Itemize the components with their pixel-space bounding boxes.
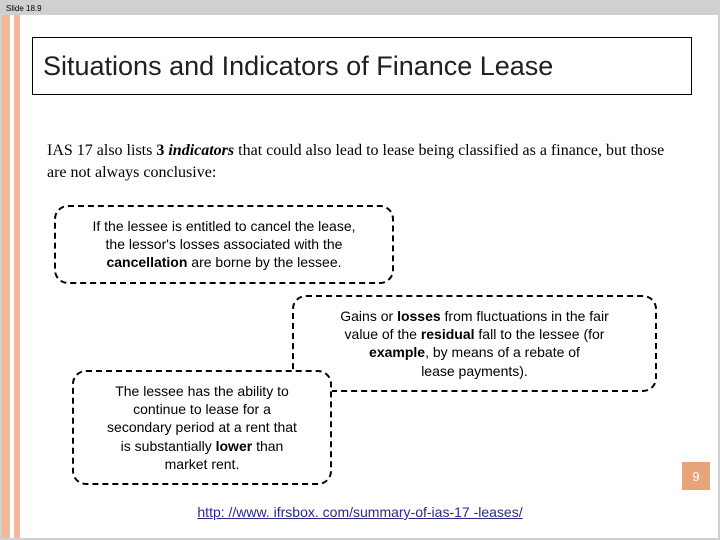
c2-b2: residual bbox=[421, 326, 479, 342]
c2-p3: , by means of a rebate of bbox=[425, 344, 580, 360]
c3-l1: The lessee has the ability to bbox=[115, 383, 289, 399]
decor-stripe-1 bbox=[2, 15, 10, 538]
title-container: Situations and Indicators of Finance Lea… bbox=[32, 37, 692, 95]
c1-line2: the lessor's losses associated with the bbox=[106, 236, 343, 252]
callout-residual: Gains or losses from fluctuations in the… bbox=[292, 295, 657, 392]
slide-number-label: Slide 18.9 bbox=[6, 4, 42, 13]
c3-l2: continue to lease for a bbox=[133, 401, 271, 417]
c2-p1a: Gains or bbox=[340, 308, 397, 324]
c2-b3: example bbox=[369, 344, 425, 360]
callout-secondary-period: The lessee has the ability to continue t… bbox=[72, 370, 332, 485]
slide-title: Situations and Indicators of Finance Lea… bbox=[43, 51, 553, 82]
c3-l4b: than bbox=[252, 438, 283, 454]
c3-l5: market rent. bbox=[165, 456, 240, 472]
c3-b: lower bbox=[216, 438, 253, 454]
intro-keyword: indicators bbox=[168, 142, 234, 159]
c2-p2a: value of the bbox=[345, 326, 421, 342]
c3-l4a: is substantially bbox=[121, 438, 216, 454]
c2-b1: losses bbox=[397, 308, 444, 324]
page-number-badge: 9 bbox=[682, 462, 710, 490]
c1-line3: are borne by the lessee. bbox=[187, 254, 341, 270]
intro-prefix: IAS 17 also lists bbox=[47, 142, 156, 159]
c2-p4: lease payments). bbox=[421, 363, 528, 379]
intro-text: IAS 17 also lists 3 indicators that coul… bbox=[47, 140, 667, 183]
slide-canvas: Situations and Indicators of Finance Lea… bbox=[2, 15, 718, 538]
c2-p2b: fall to the lessee (for bbox=[478, 326, 604, 342]
c1-bold: cancellation bbox=[106, 254, 187, 270]
c2-p1b: from fluctuations in the fair bbox=[445, 308, 609, 324]
intro-count: 3 bbox=[156, 142, 168, 159]
footer-link[interactable]: http: //www. ifrsbox. com/summary-of-ias… bbox=[2, 504, 718, 520]
decor-stripe-2 bbox=[14, 15, 20, 538]
c1-line1: If the lessee is entitled to cancel the … bbox=[92, 218, 355, 234]
callout-cancellation: If the lessee is entitled to cancel the … bbox=[54, 205, 394, 284]
c3-l3: secondary period at a rent that bbox=[107, 419, 297, 435]
